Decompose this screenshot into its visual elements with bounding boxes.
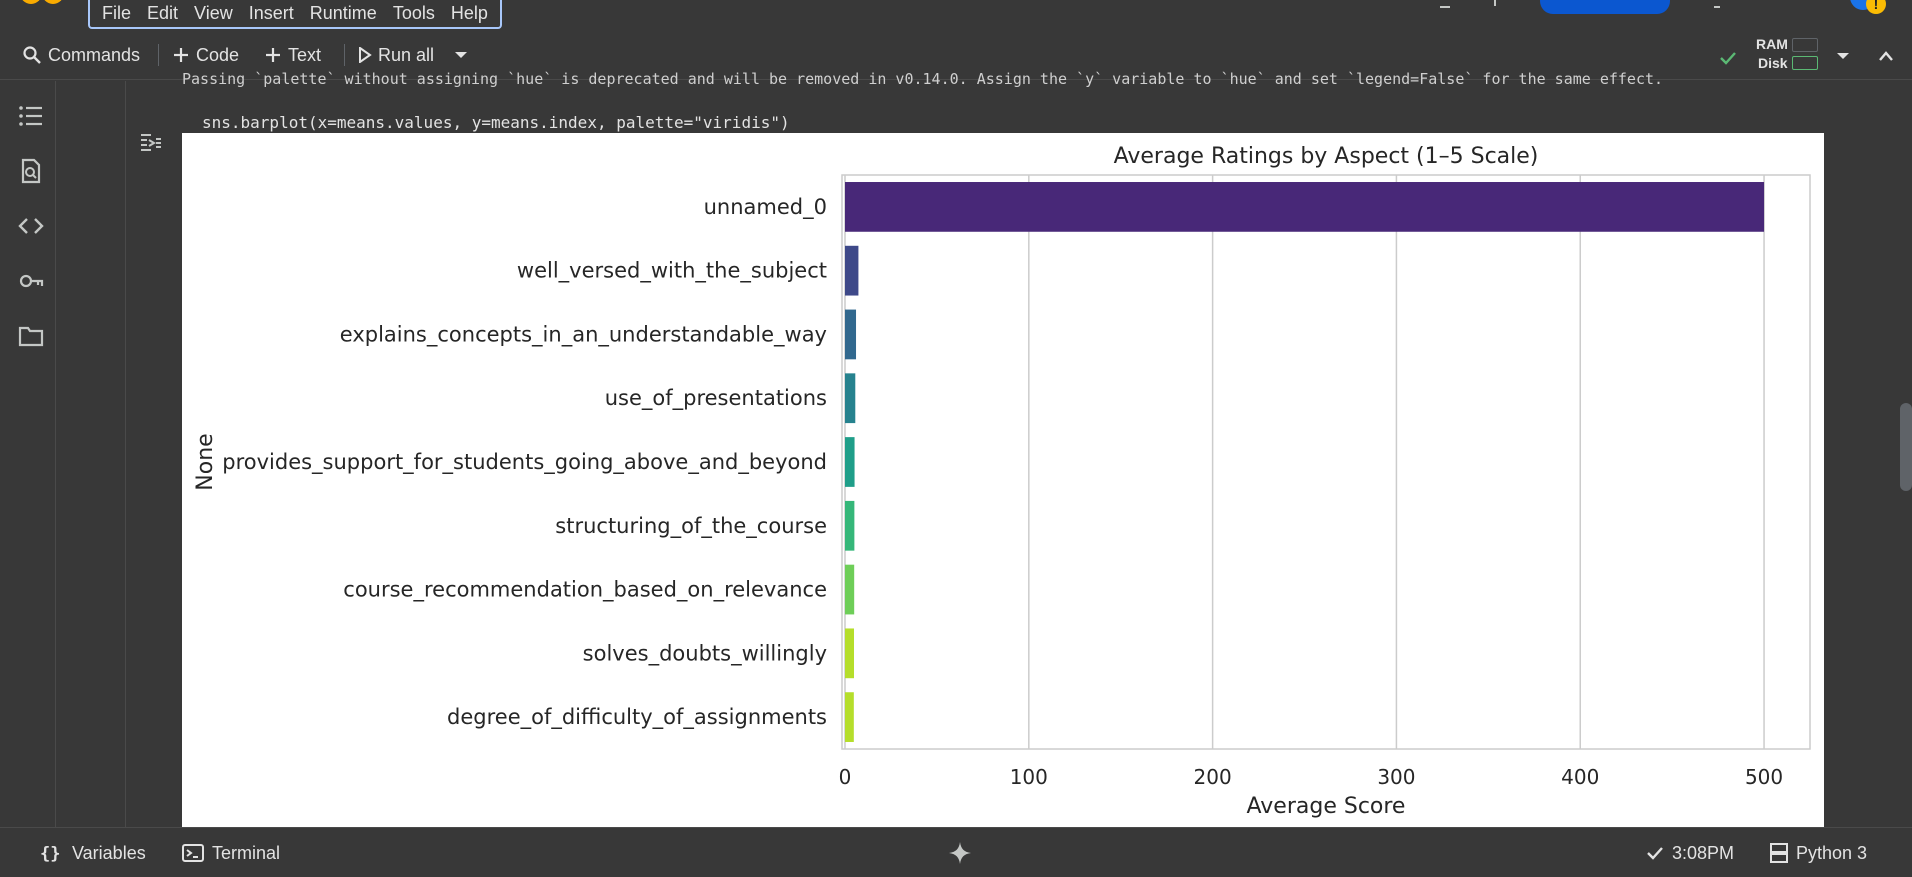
y-tick-label: unnamed_0 [704,195,827,220]
plus-icon [174,48,188,62]
menu-file[interactable]: File [102,2,132,23]
x-axis-label: Average Score [1247,794,1406,819]
ram-label: RAM [1756,36,1788,52]
code-label: Code [196,44,240,65]
toolbar-divider [158,44,159,66]
avatar[interactable] [1850,0,1876,10]
chevron-up-icon [1879,51,1893,61]
bar-course-recommendation-based-on-relevance [845,564,855,615]
menu-bar: File Edit View Insert Runtime Tools Help… [0,0,1912,30]
toolbar: Commands Code Text Run all RAM Disk [0,30,1912,80]
x-tick-label: 0 [839,765,852,789]
share-button[interactable] [1540,0,1670,14]
search-icon [23,46,41,64]
variables-label: Variables [72,842,146,863]
y-tick-label: solves_doubts_willingly [583,641,827,666]
play-icon [359,47,372,63]
add-code-button[interactable]: Code [172,41,239,69]
output-actions-icon[interactable] [138,131,164,157]
warning-output: Passing `palette` without assigning `hue… [182,70,1664,88]
gemini-sparkle-icon[interactable] [948,840,980,866]
bar-use-of-presentations [845,373,856,424]
run-options-dropdown[interactable] [454,41,474,69]
collapse-header-button[interactable] [1878,42,1900,70]
bar-explains-concepts-in-an-understandable-way [845,309,857,360]
disk-label: Disk [1758,55,1788,71]
bar-degree-of-difficulty-of-assignments [845,692,854,742]
runtime-options-dropdown[interactable] [1836,42,1856,70]
bar-well-versed-with-the-subject [845,245,859,296]
notification-badge-icon: ! [1866,0,1886,14]
axes-frame [841,174,1811,750]
table-of-contents-icon[interactable] [18,103,44,129]
check-icon [1647,847,1663,860]
secrets-key-icon[interactable] [18,268,44,294]
execution-time: 3:08PM [1672,842,1735,863]
bar-solves-doubts-willingly [845,628,855,679]
variables-button[interactable]: {} Variables [40,840,146,866]
menu-insert[interactable]: Insert [248,2,294,23]
menu-edit[interactable]: Edit [147,2,179,23]
bar-unnamed-0 [845,182,1765,232]
bar-chart: Average Ratings by Aspect (1–5 Scale) No… [193,144,1811,819]
colab-logo[interactable] [20,0,70,4]
main-menu: File Edit View Insert Runtime Tools Help [88,0,502,29]
terminal-icon [182,844,204,862]
x-tick-label: 200 [1194,765,1232,789]
y-tick-label: course_recommendation_based_on_relevance [343,578,827,603]
menu-help[interactable]: Help [450,2,488,23]
server-icon [1770,843,1788,863]
svg-text:{}: {} [40,844,60,863]
y-axis-label: None [193,433,218,490]
menu-tools[interactable]: Tools [392,2,435,23]
terminal-label: Terminal [212,842,281,863]
ram-usage-bar [1792,38,1818,52]
terminal-button[interactable]: Terminal [182,840,280,866]
execution-status[interactable]: 3:08PM [1646,840,1734,866]
y-tick-label: provides_support_for_students_going_abov… [222,450,827,475]
commands-button[interactable]: Commands [22,41,140,69]
notebook-scrollbar[interactable] [1900,403,1912,491]
toolbar-divider [344,44,345,66]
y-tick-label: use_of_presentations [605,386,827,411]
status-bar: {} Variables Terminal 3:08PM Python 3 [0,827,1912,877]
find-replace-icon[interactable] [18,158,44,184]
bar-chart-output: Average Ratings by Aspect (1–5 Scale) No… [182,133,1824,827]
curly-braces-icon: {} [40,844,60,863]
cell-gutter [56,81,126,827]
files-folder-icon[interactable] [18,323,44,349]
menu-view[interactable]: View [194,2,233,23]
chart-title: Average Ratings by Aspect (1–5 Scale) [1114,144,1539,169]
add-text-button[interactable]: Text [264,41,321,69]
x-tick-label: 300 [1377,765,1415,789]
y-tick-label: well_versed_with_the_subject [517,259,827,284]
x-tick-label: 500 [1745,765,1783,789]
caret-down-icon [455,52,467,58]
run-all-label: Run all [378,44,435,65]
runtime-label: Python 3 [1796,842,1868,863]
bar-provides-support-for-students-going-above-and-beyond [845,437,855,487]
plus-icon [266,48,280,62]
run-all-button[interactable]: Run all [358,41,434,69]
left-sidebar [0,81,56,827]
runtime-type[interactable]: Python 3 [1770,840,1867,866]
caret-down-icon [1837,53,1849,59]
y-tick-label: structuring_of_the_course [555,514,827,539]
lock-icon[interactable] [1494,0,1504,6]
y-tick-label: degree_of_difficulty_of_assignments [447,705,827,730]
gear-icon[interactable] [1714,0,1720,8]
x-tick-label: 100 [1010,765,1048,789]
bar-structuring-of-the-course [845,500,855,551]
y-tick-label: explains_concepts_in_an_understandable_w… [340,322,827,347]
comment-icon[interactable] [1440,0,1450,8]
menu-runtime[interactable]: Runtime [309,2,377,23]
disk-usage-bar [1792,56,1818,70]
commands-label: Commands [48,44,141,65]
connected-check-icon [1718,44,1744,72]
code-snippets-icon[interactable] [18,213,44,239]
x-tick-label: 400 [1561,765,1599,789]
text-label: Text [288,44,322,65]
code-output-line: sns.barplot(x=means.values, y=means.inde… [202,113,790,132]
